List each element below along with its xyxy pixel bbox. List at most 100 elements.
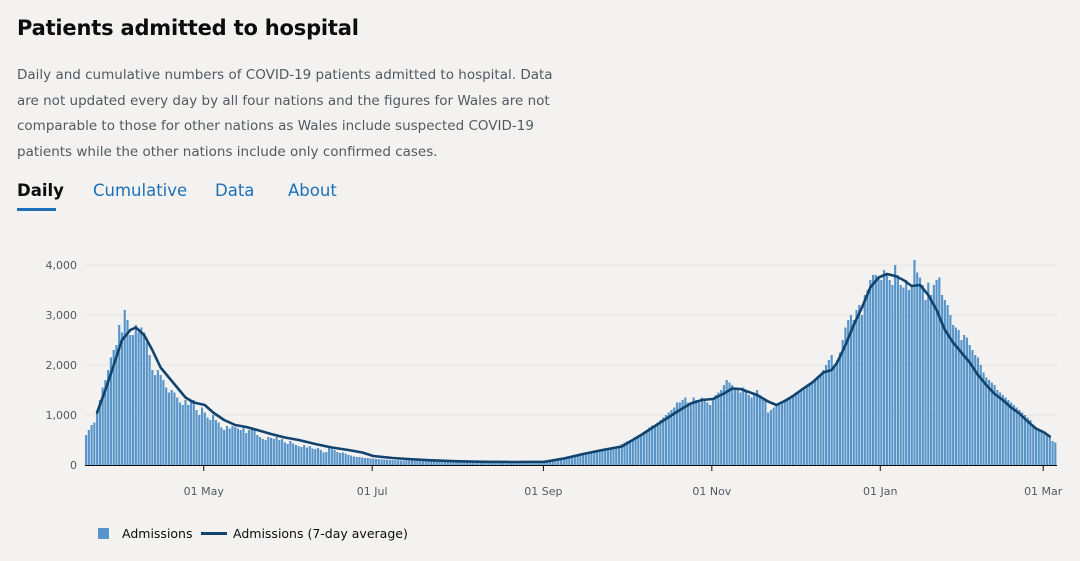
admissions-bar: [902, 287, 905, 465]
admissions-bar: [584, 453, 587, 465]
admissions-bar: [93, 422, 96, 465]
admissions-bar: [871, 275, 875, 465]
admissions-bar: [852, 320, 855, 465]
admissions-bar: [626, 441, 629, 465]
admissions-bar: [178, 402, 182, 465]
x-tick-label: 01 Jan: [863, 485, 897, 498]
x-tick-label: 01 Nov: [692, 485, 731, 498]
admissions-bar: [905, 280, 908, 465]
admissions-bar: [684, 397, 687, 465]
admissions-bar: [571, 456, 574, 465]
admissions-bar: [1004, 397, 1007, 465]
admissions-bar: [974, 355, 977, 465]
admissions-bar: [234, 427, 237, 465]
admissions-bar: [242, 428, 245, 465]
admissions-bar: [85, 435, 88, 465]
active-tab-indicator: [17, 208, 56, 211]
admissions-bar: [225, 426, 228, 465]
admissions-bar: [916, 272, 919, 465]
admissions-bar: [107, 370, 110, 465]
admissions-bar: [239, 430, 242, 465]
admissions-bar: [891, 285, 894, 465]
y-axis-ticks: 0 1,000 2,000 3,000 4,000: [46, 259, 78, 472]
admissions-bar: [750, 397, 753, 465]
admissions-bar: [294, 445, 298, 465]
admissions-bar: [212, 415, 215, 465]
admissions-bar: [554, 459, 557, 465]
admissions-bar: [468, 462, 471, 465]
admissions-bar: [764, 400, 767, 465]
admissions-bar: [466, 462, 469, 465]
admissions-bar: [747, 395, 750, 465]
admissions-bar: [612, 448, 615, 465]
admissions-bar: [258, 437, 262, 465]
admissions-bar: [496, 462, 499, 465]
admissions-bar: [783, 400, 786, 465]
admissions-bar: [474, 462, 477, 465]
admissions-bar: [579, 455, 582, 465]
admissions-bar: [756, 390, 759, 465]
admissions-bar: [236, 428, 240, 465]
admissions-bar: [515, 462, 518, 465]
admissions-bar: [1051, 441, 1054, 465]
admissions-bar: [435, 461, 438, 465]
tab-data[interactable]: Data: [215, 181, 255, 200]
admissions-bar: [526, 462, 529, 465]
admissions-bar: [167, 392, 170, 465]
admissions-bar: [90, 425, 93, 465]
admissions-bar: [844, 327, 847, 465]
admissions-bar: [775, 405, 778, 465]
admissions-bar: [173, 392, 176, 465]
admissions-bar: [336, 452, 339, 465]
admissions-bar: [847, 320, 850, 465]
admissions-bar: [123, 310, 126, 465]
admissions-bar: [695, 400, 698, 465]
admissions-chart: 0 1,000 2,000 3,000 4,000 01 May 01 Jul 01 Sep…: [46, 259, 1063, 498]
admissions-bar: [380, 459, 383, 465]
admissions-bar: [537, 461, 541, 465]
tab-cumulative[interactable]: Cumulative: [93, 181, 188, 200]
admissions-bar: [731, 385, 734, 465]
admissions-bar: [941, 295, 944, 465]
admissions-bar: [800, 390, 803, 465]
x-tick-label: 01 Sep: [524, 485, 562, 498]
admissions-bar: [297, 446, 300, 465]
admissions-bar: [300, 447, 303, 465]
admissions-bar: [987, 380, 991, 465]
x-axis-ticks: 01 May 01 Jul 01 Sep 01 Nov 01 Jan 01 Mar: [184, 465, 1063, 498]
admissions-bar: [192, 400, 195, 465]
admissions-bar: [656, 422, 659, 465]
admissions-bar: [1012, 405, 1015, 465]
admissions-bar: [557, 459, 560, 465]
legend-item-7day-average[interactable]: Admissions (7-day average): [201, 526, 408, 541]
admissions-bar: [546, 461, 549, 465]
admissions-bar: [869, 280, 872, 465]
admissions-bar: [112, 350, 115, 465]
admissions-bar: [443, 461, 447, 465]
admissions-bar: [921, 285, 924, 465]
admissions-bar: [744, 390, 748, 465]
admissions-bar: [501, 462, 505, 465]
admissions-bar: [289, 441, 292, 465]
admissions-bar: [653, 426, 656, 465]
admissions-bar: [1048, 437, 1051, 465]
admissions-bar: [471, 462, 474, 465]
admissions-bar: [910, 285, 913, 465]
admissions-bar: [479, 462, 483, 465]
admissions-bar: [568, 457, 571, 465]
admissions-bar: [918, 277, 922, 465]
legend-item-admissions[interactable]: Admissions: [98, 526, 193, 541]
admissions-bar: [292, 443, 295, 465]
admissions-bar: [874, 275, 877, 465]
admissions-bar: [819, 375, 822, 465]
admissions-bar: [637, 436, 640, 465]
admissions-bar: [137, 332, 140, 465]
y-tick-label: 4,000: [46, 259, 78, 272]
admissions-bar: [145, 342, 148, 465]
admissions-bar: [518, 462, 521, 465]
tab-about[interactable]: About: [288, 181, 337, 200]
tab-daily[interactable]: Daily: [17, 181, 64, 200]
admissions-bar: [623, 442, 626, 465]
admissions-bar: [982, 372, 985, 465]
